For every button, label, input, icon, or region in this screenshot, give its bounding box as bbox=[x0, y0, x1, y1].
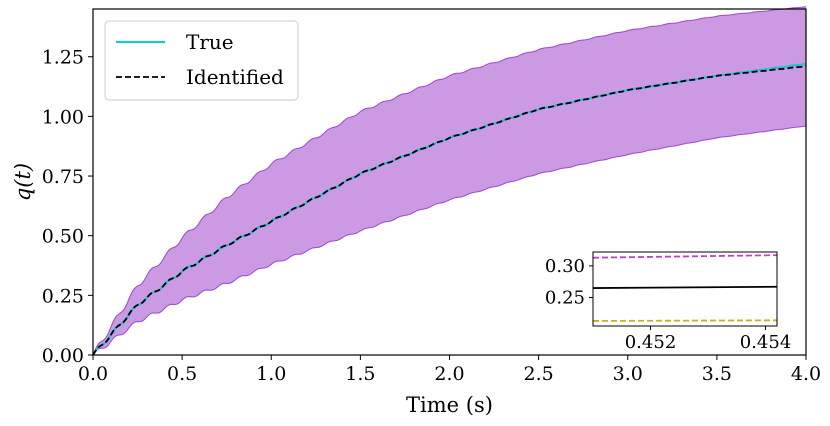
y-tick-label: 0.00 bbox=[42, 345, 84, 367]
uncertainty-band-upper-edge bbox=[92, 6, 807, 356]
y-tick-label: 0.25 bbox=[42, 285, 84, 307]
inset-series-line-2 bbox=[592, 319, 778, 322]
x-tick-label: 0.5 bbox=[167, 363, 197, 385]
x-tick-label: 2.0 bbox=[434, 363, 464, 385]
y-tick-label: 1.25 bbox=[42, 47, 84, 69]
x-tick-label: 4.0 bbox=[791, 363, 821, 385]
x-tick-label: 3.0 bbox=[613, 363, 643, 385]
inset-x-tick-label: 0.452 bbox=[625, 332, 677, 353]
y-tick-label: 0.50 bbox=[42, 226, 84, 248]
y-tick-label: 0.75 bbox=[42, 166, 84, 188]
uncertainty-band bbox=[93, 6, 806, 355]
x-tick-label: 1.0 bbox=[256, 363, 286, 385]
x-tick-label: 1.5 bbox=[345, 363, 375, 385]
x-axis-label: Time (s) bbox=[406, 393, 493, 417]
inset-plot: 0.452 0.454 0.30 0.25 bbox=[545, 251, 792, 353]
x-tick-label: 3.5 bbox=[702, 363, 732, 385]
inset-y-tick-label: 0.25 bbox=[545, 288, 585, 309]
y-tick-label: 1.00 bbox=[42, 106, 84, 128]
x-tick-label: 0.0 bbox=[78, 363, 108, 385]
inset-background bbox=[593, 252, 777, 326]
legend: True Identified bbox=[104, 20, 299, 101]
x-tick-label: 2.5 bbox=[524, 363, 554, 385]
series-identified-line bbox=[92, 65, 807, 356]
inset-series-line-0 bbox=[592, 254, 778, 259]
y-axis-label: q(t) bbox=[11, 163, 35, 201]
main-plot: 0.0 0.5 1.0 1.5 2.0 2.5 3.0 3.5 4.0 0.00 0.25 0.50… bbox=[11, 6, 821, 417]
x-axis-ticks: 0.0 0.5 1.0 1.5 2.0 2.5 3.0 3.5 4.0 bbox=[78, 355, 821, 385]
legend-label-true: True bbox=[186, 30, 234, 54]
inset-series-line-1 bbox=[592, 285, 778, 289]
inset-x-axis-ticks: 0.452 0.454 bbox=[625, 326, 792, 353]
inset-series bbox=[592, 254, 778, 322]
inset-x-tick-label: 0.454 bbox=[740, 332, 792, 353]
uncertainty-band-lower-edge bbox=[92, 125, 807, 356]
legend-label-identified: Identified bbox=[186, 65, 284, 89]
inset-y-axis-ticks: 0.30 0.25 bbox=[545, 256, 593, 309]
inset-frame bbox=[592, 251, 778, 327]
y-axis-ticks: 0.00 0.25 0.50 0.75 1.00 1.25 bbox=[42, 47, 93, 367]
legend-box bbox=[104, 20, 299, 101]
inset-y-tick-label: 0.30 bbox=[545, 256, 585, 277]
